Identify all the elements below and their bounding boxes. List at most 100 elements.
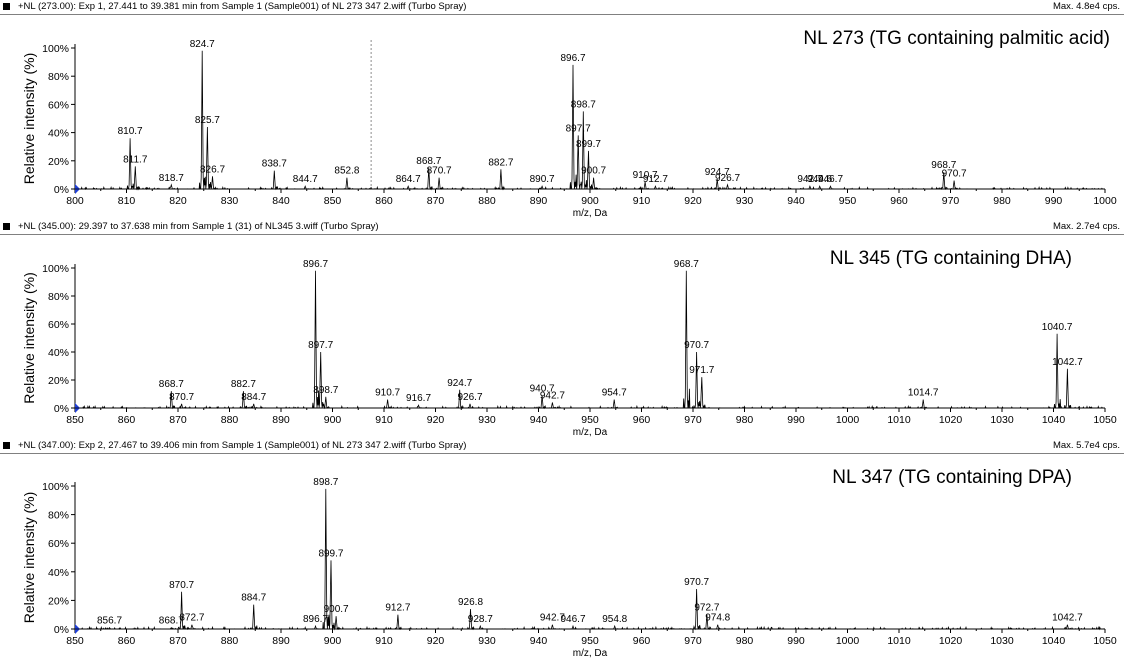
panel-header: +NL (345.00): 29.397 to 37.638 min from … xyxy=(0,220,1124,235)
x-tick-label: 860 xyxy=(375,195,393,207)
y-axis-label: Relative intensity (%) xyxy=(21,492,37,624)
peak-label: 844.7 xyxy=(293,174,318,185)
peak-label: 870.7 xyxy=(169,392,194,403)
x-tick-label: 970 xyxy=(942,195,960,207)
y-tick-label: 20% xyxy=(48,595,69,607)
x-tick-label: 940 xyxy=(530,414,548,426)
peak-label: 896.7 xyxy=(560,53,585,64)
scan-info: +NL (345.00): 29.397 to 37.638 min from … xyxy=(18,221,379,232)
x-tick-label: 880 xyxy=(478,195,496,207)
spectrum-chart-nl347: NL 347 (TG containing DPA) Relative inten… xyxy=(21,467,1117,659)
x-tick-label: 1020 xyxy=(939,635,963,647)
peak-label: 970.7 xyxy=(684,577,709,588)
x-tick-label: 930 xyxy=(478,635,496,647)
peak-label: 868.7 xyxy=(416,156,441,167)
peak-label: 940.7 xyxy=(530,383,555,394)
chart-title: NL 345 (TG containing DHA) xyxy=(830,248,1072,269)
x-tick-label: 1010 xyxy=(887,414,911,426)
x-tick-label: 860 xyxy=(118,635,136,647)
peak-label: 974.8 xyxy=(705,613,730,624)
panel-square-icon xyxy=(3,223,10,230)
scan-info: +NL (347.00): Exp 2, 27.467 to 39.406 mi… xyxy=(18,440,467,451)
peak-label: 910.7 xyxy=(375,388,400,399)
peak-label: 944.6 xyxy=(807,174,832,185)
x-tick-label: 810 xyxy=(118,195,136,207)
x-tick-label: 880 xyxy=(221,414,239,426)
y-tick-label: 100% xyxy=(42,263,69,275)
peak-label: 810.7 xyxy=(118,126,143,137)
x-tick-label: 980 xyxy=(736,635,754,647)
x-tick-label: 1030 xyxy=(990,635,1014,647)
peak-label: 899.7 xyxy=(576,139,601,150)
y-tick-label: 60% xyxy=(48,538,69,550)
peak-label: 898.7 xyxy=(313,385,338,396)
y-tick-label: 100% xyxy=(42,481,69,493)
peak-label: 972.7 xyxy=(694,603,719,614)
x-tick-label: 870 xyxy=(169,635,187,647)
chart-title: NL 347 (TG containing DPA) xyxy=(832,467,1072,488)
spectrum-chart-nl273: NL 273 (TG containing palmitic acid) Rela… xyxy=(21,28,1117,219)
peak-label: 900.7 xyxy=(324,604,349,615)
panel-square-icon xyxy=(3,442,10,449)
peak-label: 924.7 xyxy=(447,378,472,389)
panel-header: +NL (347.00): Exp 2, 27.467 to 39.406 mi… xyxy=(0,439,1124,454)
max-intensity: Max. 4.8e4 cps. xyxy=(1052,1,1120,12)
x-tick-label: 990 xyxy=(787,414,805,426)
x-tick-label: 800 xyxy=(66,195,84,207)
peak-label: 898.7 xyxy=(313,477,338,488)
x-tick-label: 950 xyxy=(581,635,599,647)
x-tick-label: 950 xyxy=(581,414,599,426)
x-tick-label: 870 xyxy=(169,414,187,426)
x-tick-label: 920 xyxy=(427,635,445,647)
x-axis-label: m/z, Da xyxy=(573,427,608,438)
peak-label: 898.7 xyxy=(571,99,596,110)
peak-label: 1040.7 xyxy=(1042,322,1073,333)
x-tick-label: 960 xyxy=(890,195,908,207)
spectrum-panel-nl273: +NL (273.00): Exp 1, 27.441 to 39.381 mi… xyxy=(0,0,1124,220)
panel-header: +NL (273.00): Exp 1, 27.441 to 39.381 mi… xyxy=(0,0,1124,15)
y-tick-label: 40% xyxy=(48,567,69,579)
x-tick-label: 990 xyxy=(787,635,805,647)
peak-label: 946.7 xyxy=(818,174,843,185)
peak-label: 882.7 xyxy=(231,379,256,390)
y-tick-label: 40% xyxy=(48,128,69,140)
peak-label: 928.7 xyxy=(468,614,493,625)
x-tick-label: 900 xyxy=(324,635,342,647)
x-tick-label: 1000 xyxy=(836,414,860,426)
peak-label: 884.7 xyxy=(241,593,266,604)
x-tick-label: 820 xyxy=(169,195,187,207)
x-tick-label: 860 xyxy=(118,414,136,426)
x-tick-label: 840 xyxy=(272,195,290,207)
x-tick-label: 970 xyxy=(684,635,702,647)
y-tick-label: 0% xyxy=(54,624,69,636)
x-tick-label: 960 xyxy=(633,414,651,426)
x-axis-label: m/z, Da xyxy=(573,648,608,659)
spectrum-panel-nl347: +NL (347.00): Exp 2, 27.467 to 39.406 mi… xyxy=(0,439,1124,660)
peak-label: 926.8 xyxy=(458,597,483,608)
x-tick-label: 890 xyxy=(530,195,548,207)
spectrum-panel-nl345: +NL (345.00): 29.397 to 37.638 min from … xyxy=(0,220,1124,439)
x-tick-label: 850 xyxy=(324,195,342,207)
peak-label: 970.7 xyxy=(684,340,709,351)
x-tick-label: 920 xyxy=(427,414,445,426)
peak-label: 942.7 xyxy=(797,174,822,185)
x-tick-label: 830 xyxy=(221,195,239,207)
peak-label: 899.7 xyxy=(318,548,343,559)
x-tick-label: 980 xyxy=(736,414,754,426)
peak-label: 868.7 xyxy=(159,616,184,627)
x-tick-label: 980 xyxy=(993,195,1011,207)
x-tick-label: 1040 xyxy=(1042,414,1066,426)
y-axis-label: Relative intensity (%) xyxy=(21,53,37,185)
x-tick-label: 1040 xyxy=(1042,635,1066,647)
peak-label: 1014.7 xyxy=(908,388,939,399)
x-tick-label: 850 xyxy=(66,414,84,426)
peak-label: 897.7 xyxy=(308,340,333,351)
peak-label: 882.7 xyxy=(488,157,513,168)
peak-label: 942.7 xyxy=(540,390,565,401)
x-tick-label: 900 xyxy=(581,195,599,207)
x-tick-label: 910 xyxy=(375,635,393,647)
peak-label: 970.7 xyxy=(942,169,967,180)
x-tick-label: 1020 xyxy=(939,414,963,426)
peak-label: 824.7 xyxy=(190,39,215,50)
y-tick-label: 20% xyxy=(48,156,69,168)
